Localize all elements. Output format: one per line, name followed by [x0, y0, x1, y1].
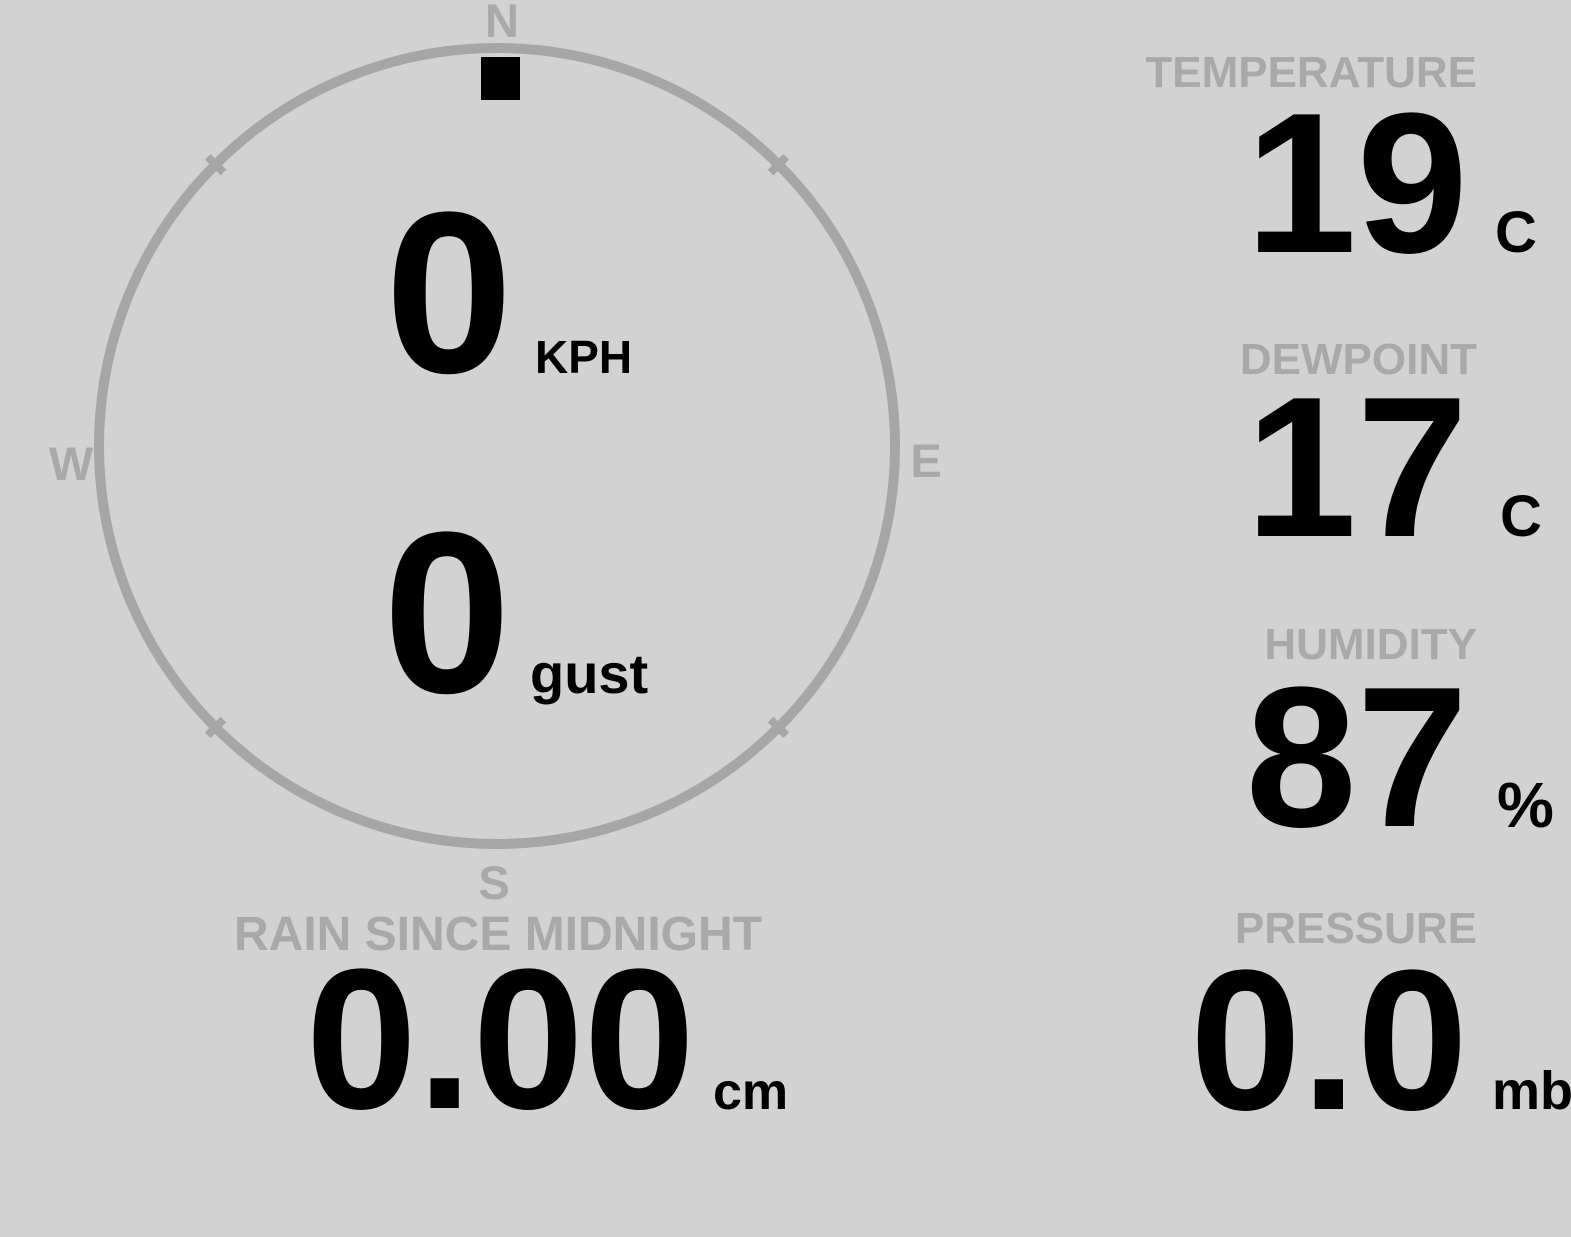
- dewpoint-unit: C: [1500, 484, 1542, 549]
- compass-label-west: W: [48, 437, 94, 490]
- humidity-value: 87: [1245, 646, 1468, 869]
- pressure-unit: mb: [1492, 1061, 1571, 1121]
- compass-label-south: S: [478, 856, 510, 909]
- wind-speed-unit: KPH: [535, 331, 633, 383]
- rain-since-midnight-value: 0.00: [305, 928, 695, 1151]
- wind-direction-marker-icon: [481, 57, 520, 100]
- pressure-label: PRESSURE: [1234, 904, 1477, 953]
- compass-label-north: N: [485, 0, 519, 47]
- dewpoint-value: 17: [1245, 356, 1468, 579]
- wind-gust-unit: gust: [530, 642, 649, 705]
- wind-gust-value: 0: [383, 484, 511, 741]
- compass-label-east: E: [910, 434, 942, 487]
- temperature-value: 19: [1245, 72, 1468, 295]
- temperature-label: TEMPERATURE: [1145, 48, 1477, 97]
- temperature-unit: C: [1495, 200, 1537, 265]
- compass-tick-se: [767, 716, 790, 739]
- compass-circle: [94, 43, 900, 849]
- humidity-label: HUMIDITY: [1264, 620, 1477, 669]
- dewpoint-label: DEWPOINT: [1239, 335, 1477, 384]
- wind-compass-ring: [94, 43, 900, 849]
- wind-speed-value: 0: [385, 164, 513, 421]
- compass-tick-sw: [204, 716, 227, 739]
- rain-since-midnight-unit: cm: [713, 1063, 789, 1121]
- rain-since-midnight-label: RAIN SINCE MIDNIGHT: [234, 908, 762, 961]
- compass-tick-ne: [767, 153, 790, 176]
- humidity-unit: %: [1497, 769, 1554, 841]
- pressure-value: 0.0: [1189, 929, 1468, 1152]
- compass-tick-nw: [204, 153, 227, 176]
